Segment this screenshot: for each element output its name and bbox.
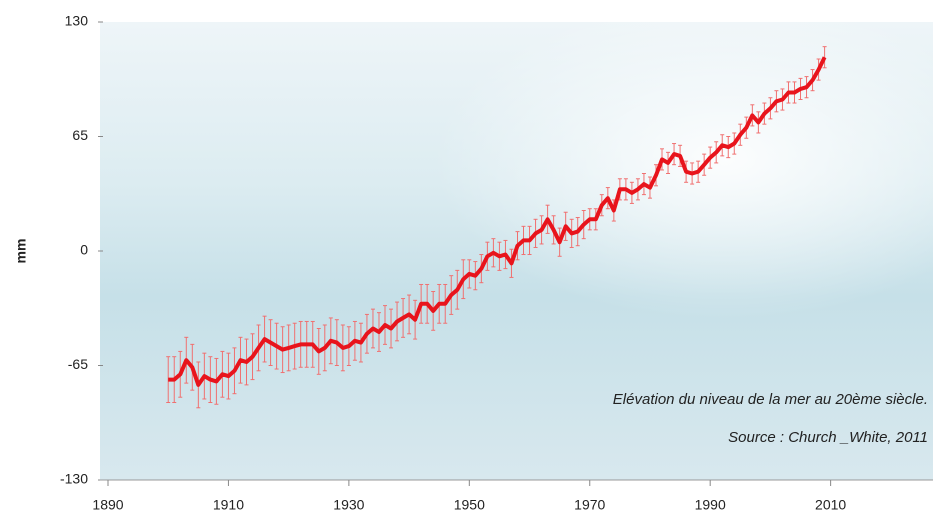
- y-axis-label: mm: [13, 239, 29, 264]
- y-tick-label: -130: [60, 471, 88, 487]
- y-tick-label: -65: [68, 356, 88, 372]
- x-tick-label: 1950: [454, 497, 485, 513]
- x-tick-label: 1890: [92, 497, 123, 513]
- annotation: Source : Church _White, 2011: [728, 429, 928, 446]
- x-tick-label: 1930: [333, 497, 364, 513]
- x-tick-label: 1970: [574, 497, 605, 513]
- y-tick-label: 65: [72, 127, 88, 143]
- x-tick-label: 1910: [213, 497, 244, 513]
- x-tick-label: 2010: [815, 497, 846, 513]
- y-tick-label: 130: [65, 13, 89, 29]
- y-tick-label: 0: [80, 242, 88, 258]
- x-tick-label: 1990: [695, 497, 726, 513]
- annotation: Elévation du niveau de la mer au 20ème s…: [613, 391, 928, 408]
- data-line: [168, 56, 827, 387]
